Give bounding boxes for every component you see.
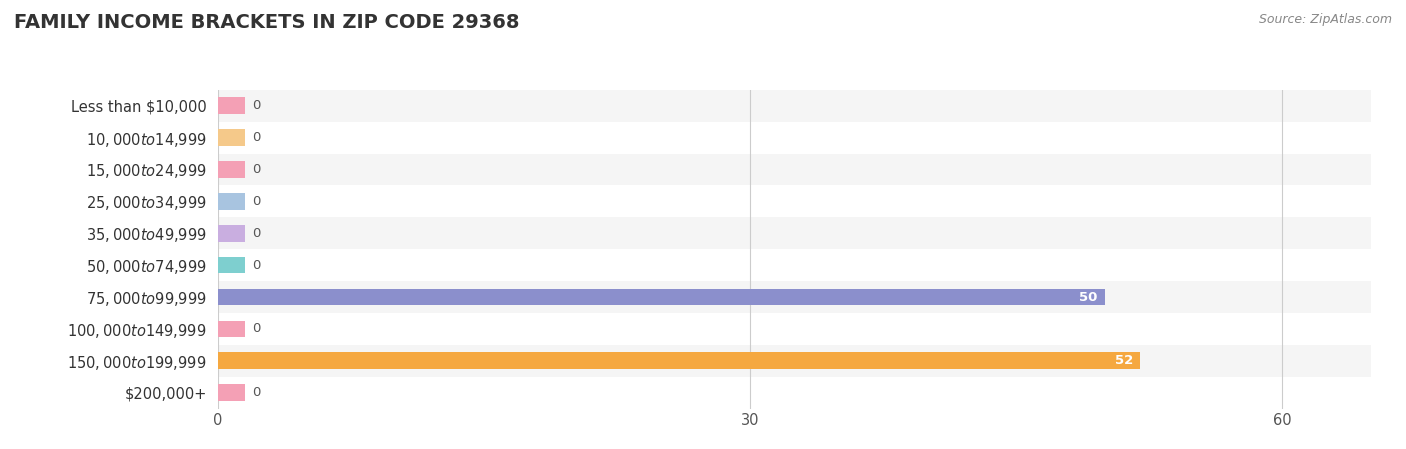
Bar: [218, 257, 245, 273]
Bar: [218, 313, 1371, 345]
Text: 52: 52: [1115, 354, 1133, 367]
Text: 0: 0: [252, 99, 260, 112]
Bar: [218, 352, 1140, 369]
Bar: [218, 345, 1371, 377]
Bar: [218, 185, 1371, 217]
Text: 0: 0: [252, 259, 260, 272]
Bar: [218, 217, 1371, 249]
Bar: [218, 384, 245, 401]
Bar: [218, 90, 1371, 122]
Bar: [218, 129, 245, 146]
Bar: [218, 122, 1371, 154]
Bar: [218, 289, 1105, 305]
Text: Source: ZipAtlas.com: Source: ZipAtlas.com: [1258, 13, 1392, 26]
Text: 0: 0: [252, 163, 260, 176]
Text: 0: 0: [252, 322, 260, 335]
Bar: [218, 249, 1371, 281]
Bar: [218, 161, 245, 178]
Text: 0: 0: [252, 386, 260, 399]
Bar: [218, 281, 1371, 313]
Text: 0: 0: [252, 131, 260, 144]
Text: 0: 0: [252, 227, 260, 240]
Bar: [218, 225, 245, 242]
Text: 50: 50: [1080, 291, 1098, 304]
Bar: [218, 97, 245, 114]
Text: 0: 0: [252, 195, 260, 208]
Bar: [218, 377, 1371, 409]
Bar: [218, 154, 1371, 185]
Text: FAMILY INCOME BRACKETS IN ZIP CODE 29368: FAMILY INCOME BRACKETS IN ZIP CODE 29368: [14, 13, 520, 32]
Bar: [218, 321, 245, 337]
Bar: [218, 193, 245, 210]
